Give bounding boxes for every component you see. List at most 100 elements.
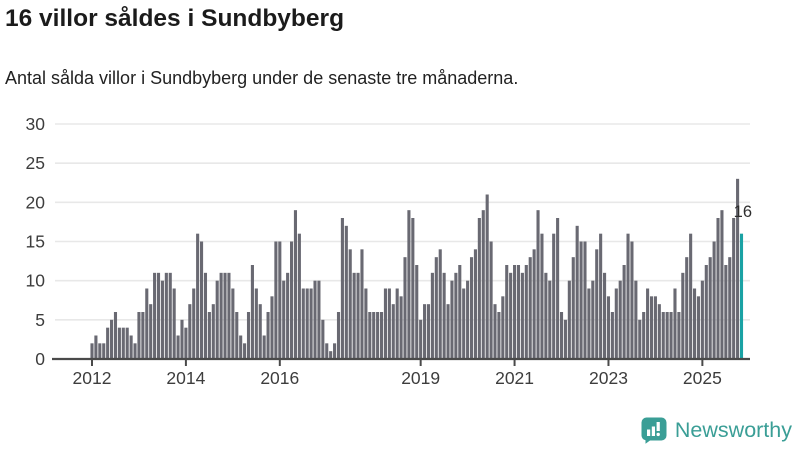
bar (689, 233, 693, 359)
y-tick-label-0: 0 (35, 349, 45, 369)
bar (626, 233, 630, 359)
highlighted-bar (739, 233, 744, 359)
bar (290, 241, 294, 359)
bar (391, 304, 395, 359)
bar (450, 280, 454, 359)
bar (536, 210, 540, 359)
bar (282, 280, 286, 359)
bar (407, 210, 411, 359)
bar (434, 257, 438, 359)
x-tick-label-2025: 2025 (683, 368, 722, 388)
bar (352, 272, 356, 359)
bar (262, 335, 266, 359)
bar (246, 312, 251, 359)
bar (528, 257, 532, 359)
bar (372, 312, 376, 359)
bar (430, 272, 434, 359)
bar (642, 312, 646, 359)
bar (419, 319, 423, 359)
bar (708, 257, 712, 359)
bar (634, 280, 638, 359)
bar (724, 265, 728, 359)
bar (685, 257, 689, 359)
bar (485, 194, 489, 359)
bar (200, 241, 204, 359)
bar (387, 288, 391, 359)
bar (403, 257, 407, 359)
bar (446, 304, 450, 359)
bar (125, 327, 129, 359)
bar (113, 312, 118, 359)
bar (696, 296, 701, 359)
bar (712, 241, 716, 359)
bar (665, 312, 669, 359)
bar-glyph-1 (646, 429, 651, 436)
bar (677, 312, 681, 359)
bar (630, 241, 634, 359)
bar (544, 272, 548, 359)
bar (399, 296, 403, 359)
bar (567, 280, 571, 359)
bar (121, 327, 125, 359)
chart-subtitle: Antal sålda villor i Sundbyberg under de… (5, 68, 519, 88)
bar (458, 265, 462, 359)
bar (180, 319, 184, 359)
y-tick-label-15: 15 (26, 232, 45, 252)
bar (266, 312, 270, 359)
bar (716, 218, 720, 359)
bar (438, 249, 442, 359)
bar (110, 319, 114, 359)
bar (145, 288, 149, 359)
bar (481, 210, 485, 359)
bar (348, 249, 352, 359)
bar (442, 272, 446, 359)
bar (297, 233, 301, 359)
newsworthy-logo[interactable]: Newsworthy (640, 416, 792, 444)
bar (278, 241, 282, 359)
bar (356, 272, 360, 359)
bar (426, 304, 431, 359)
bar (102, 343, 106, 359)
bar (653, 296, 657, 359)
bar (575, 225, 579, 359)
x-tick-label-2023: 2023 (589, 368, 628, 388)
y-tick-label-10: 10 (26, 271, 46, 291)
bar (411, 218, 415, 359)
bar (188, 304, 192, 359)
x-tick-label-2019: 2019 (401, 368, 440, 388)
bar (153, 272, 157, 359)
bar (661, 312, 665, 359)
bar (473, 249, 477, 359)
bar (532, 249, 536, 359)
bar (649, 296, 654, 359)
bar (137, 312, 141, 359)
bar (270, 296, 274, 359)
bar (176, 335, 180, 359)
bar (149, 304, 153, 359)
bar (379, 312, 384, 359)
bar (196, 233, 200, 359)
exclamation-glyph (656, 422, 660, 431)
bar (133, 343, 137, 359)
bar (215, 280, 219, 359)
bar (90, 343, 94, 359)
bar (681, 272, 685, 359)
bar (728, 257, 732, 359)
bar (192, 288, 196, 359)
bar (583, 241, 587, 359)
bar (646, 288, 650, 359)
bar (497, 312, 501, 359)
bar (301, 288, 305, 359)
x-tick-label-2012: 2012 (73, 368, 112, 388)
last-value-annotation: 16 (734, 203, 752, 221)
bar (211, 304, 215, 359)
bar (509, 272, 513, 359)
bar (172, 288, 176, 359)
bar (156, 272, 161, 359)
bar (704, 265, 708, 359)
bar (117, 327, 121, 359)
bar (587, 288, 591, 359)
y-tick-label-25: 25 (26, 153, 45, 173)
